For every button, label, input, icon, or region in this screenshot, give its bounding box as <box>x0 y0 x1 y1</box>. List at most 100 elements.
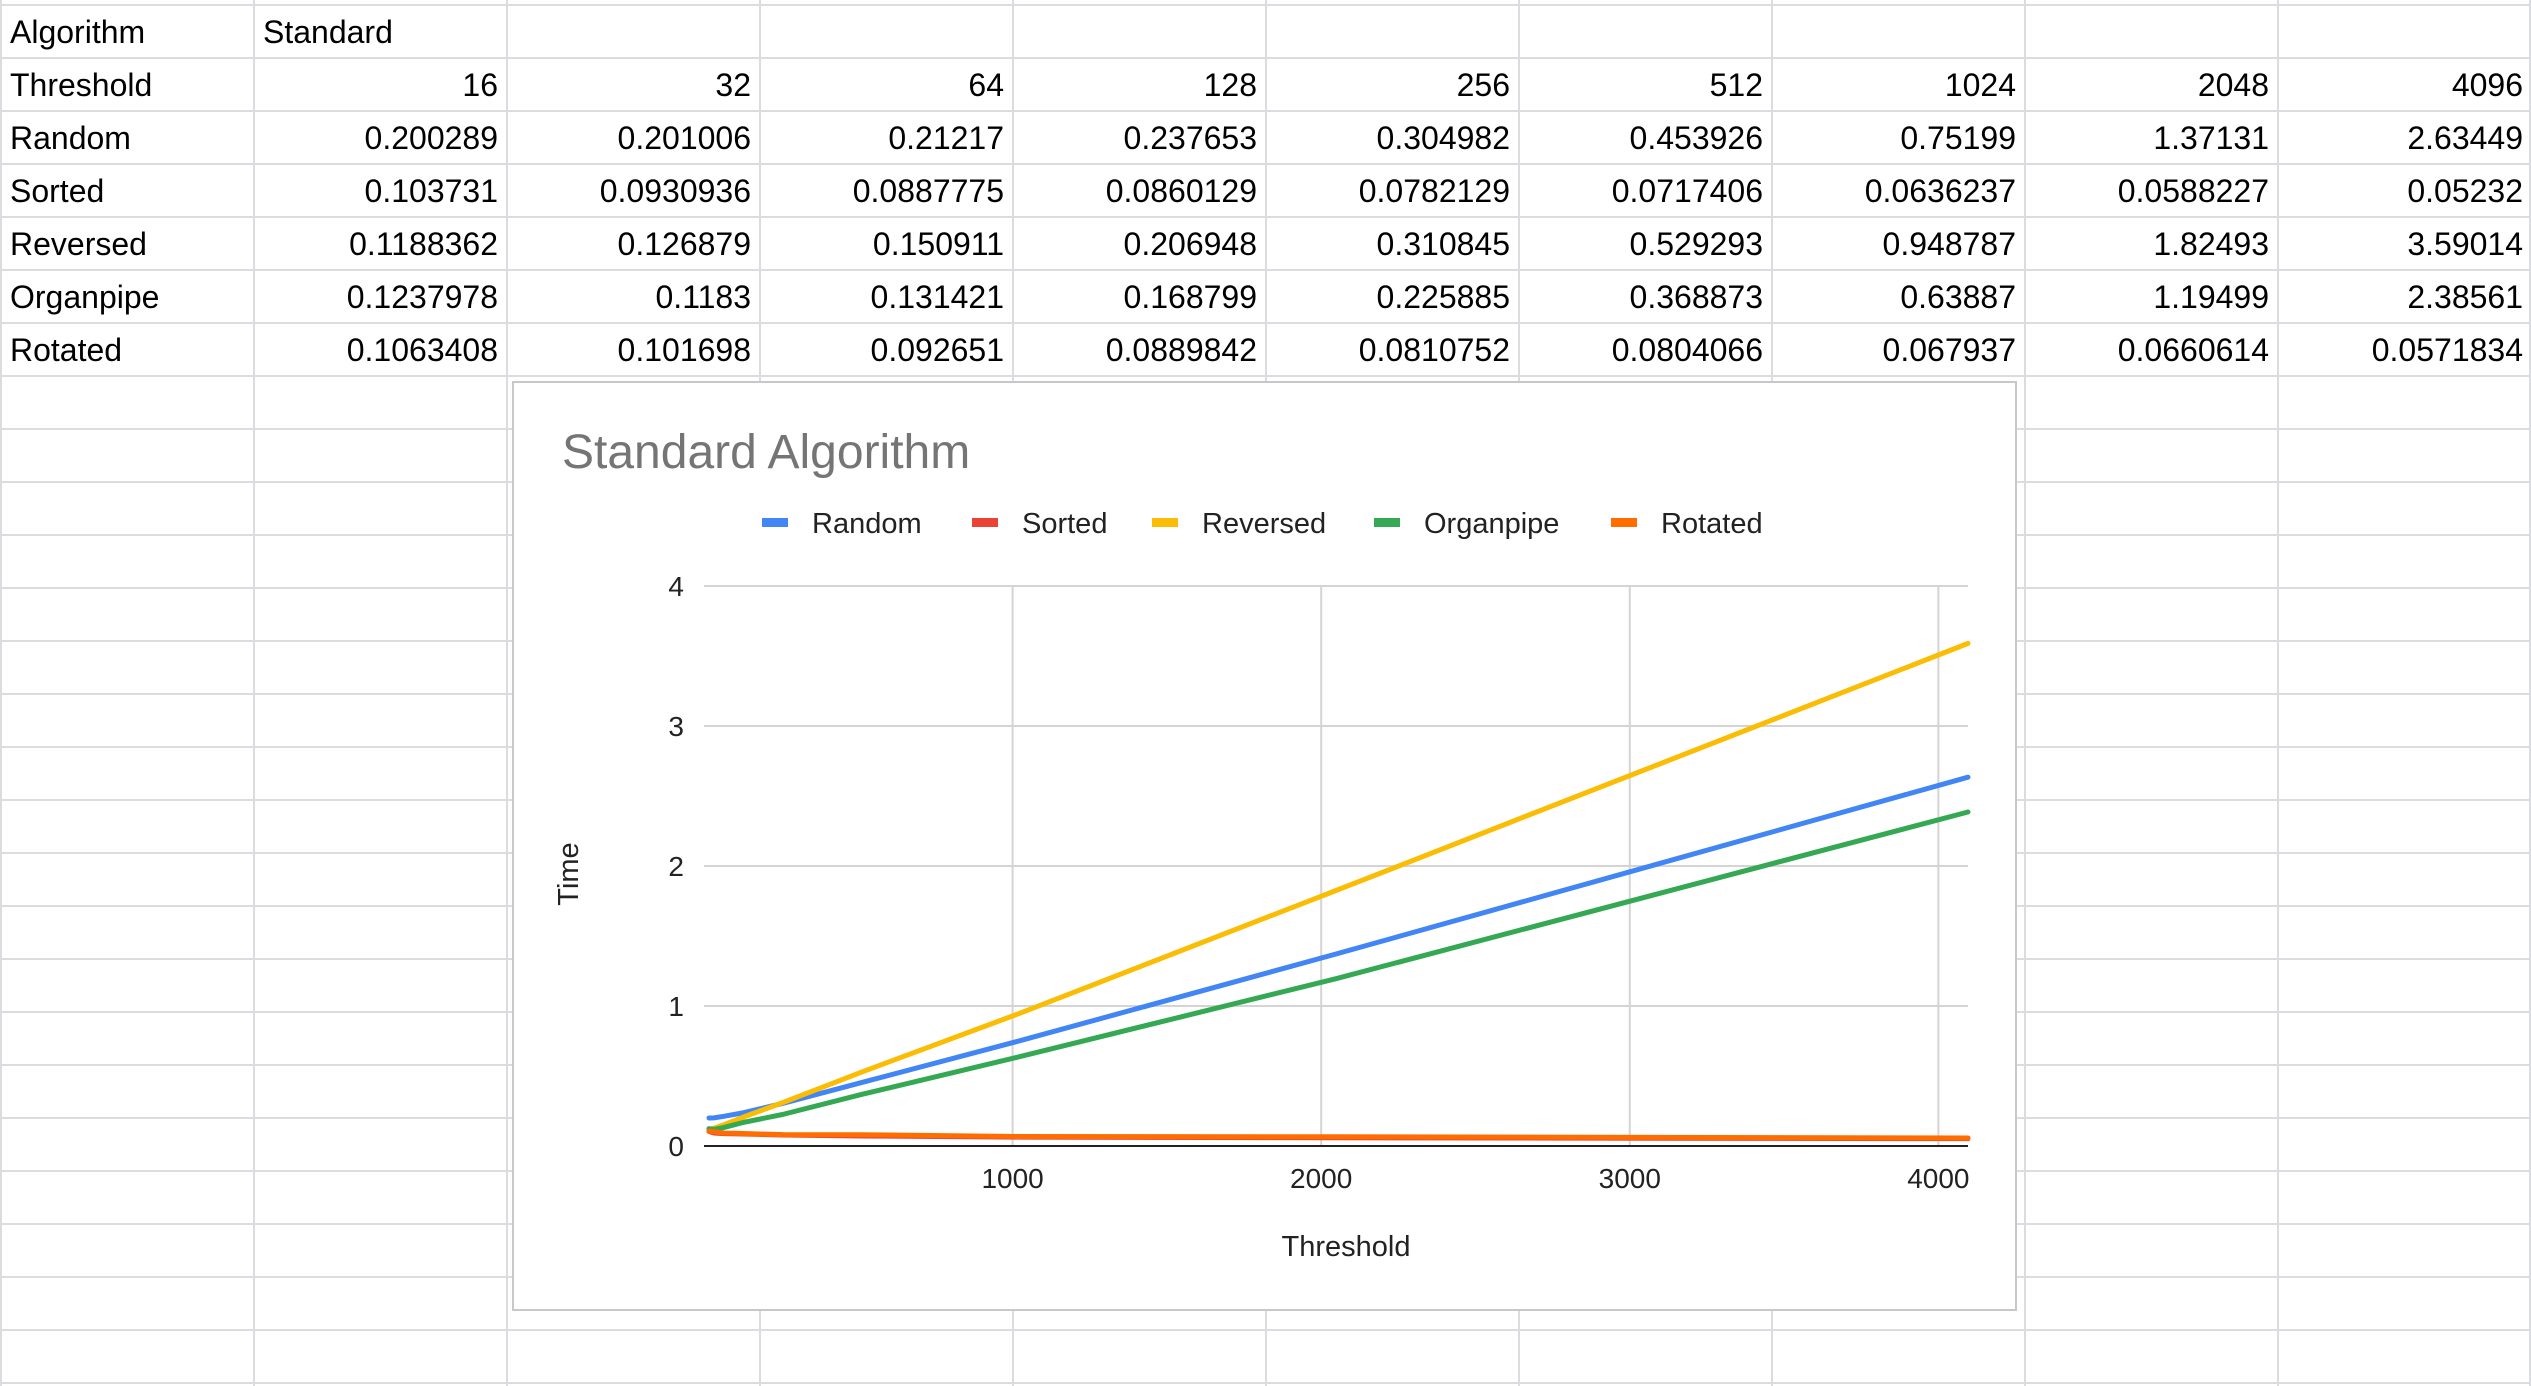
cell-r7-c6[interactable]: 0.0810752 <box>1358 332 1510 368</box>
cell-r5-c1[interactable]: Reversed <box>10 226 147 262</box>
cell-r1-c4[interactable] <box>759 6 1012 59</box>
y-tick-label: 0 <box>668 1131 684 1162</box>
cell-r7-c1[interactable]: Rotated <box>10 332 123 368</box>
legend-swatch-random <box>762 518 788 527</box>
cell-r7-c4[interactable]: 0.092651 <box>870 332 1004 368</box>
cell-r3-c2[interactable]: 0.200289 <box>364 120 498 156</box>
cell-r1-c7[interactable] <box>1518 6 1771 59</box>
cell-r1-c2[interactable]: Standard <box>263 14 393 50</box>
cell-r6-c5[interactable]: 0.168799 <box>1123 279 1257 315</box>
cell-r7-c2[interactable]: 0.1063408 <box>346 332 498 368</box>
cell-r2-c1[interactable]: Threshold <box>10 67 153 103</box>
cell-r3-c1[interactable]: Random <box>10 120 131 156</box>
cell-r3-c8[interactable]: 0.75199 <box>1900 120 2016 156</box>
cell-r2-c7[interactable]: 512 <box>1709 67 1763 103</box>
cell-r7-c9[interactable]: 0.0660614 <box>2117 332 2269 368</box>
x-tick-label: 2000 <box>1290 1163 1352 1194</box>
legend-label-reversed: Reversed <box>1202 508 1326 540</box>
cell-r2-c4[interactable]: 64 <box>968 67 1004 103</box>
legend-swatch-rotated <box>1611 518 1637 527</box>
legend-label-random: Random <box>812 508 922 540</box>
cell-r5-c10[interactable]: 3.59014 <box>2407 226 2523 262</box>
legend-label-sorted: Sorted <box>1022 508 1107 540</box>
cell-r1-c3[interactable] <box>506 6 759 59</box>
cell-r3-c10[interactable]: 2.63449 <box>2407 120 2523 156</box>
grid-line-horizontal <box>0 1329 2531 1331</box>
series-line-organpipe <box>706 809 1971 1132</box>
cell-r5-c7[interactable]: 0.529293 <box>1629 226 1763 262</box>
cell-r7-c8[interactable]: 0.067937 <box>1882 332 2016 368</box>
y-axis-title: Time <box>553 842 585 905</box>
cell-r5-c8[interactable]: 0.948787 <box>1882 226 2016 262</box>
cell-r2-c9[interactable]: 2048 <box>2197 67 2269 103</box>
line-chart[interactable]: Standard Algorithm Random Sorted Reversed Or… <box>512 381 2017 1311</box>
cell-r7-c7[interactable]: 0.0804066 <box>1611 332 1763 368</box>
x-tick-label: 3000 <box>1599 1163 1661 1194</box>
cell-r5-c4[interactable]: 0.150911 <box>872 226 1004 262</box>
cell-r7-c3[interactable]: 0.101698 <box>617 332 751 368</box>
grid-line-horizontal <box>0 163 2531 165</box>
grid-line-horizontal <box>0 110 2531 112</box>
cell-r1-c1[interactable]: Algorithm <box>10 14 146 50</box>
series-line-reversed <box>706 640 1971 1132</box>
x-axis-title: Threshold <box>1282 1231 1411 1263</box>
cell-r6-c3[interactable]: 0.1183 <box>655 279 752 315</box>
cell-r1-c5[interactable] <box>1012 6 1265 59</box>
cell-r4-c3[interactable]: 0.0930936 <box>599 173 751 209</box>
cell-r1-c6[interactable] <box>1265 6 1518 59</box>
cell-r1-c8[interactable] <box>1771 6 2024 59</box>
cell-r3-c6[interactable]: 0.304982 <box>1376 120 1510 156</box>
cell-r6-c6[interactable]: 0.225885 <box>1376 279 1510 315</box>
cell-r5-c2[interactable]: 0.1188362 <box>349 226 498 262</box>
cell-r4-c9[interactable]: 0.0588227 <box>2117 173 2269 209</box>
cell-r4-c6[interactable]: 0.0782129 <box>1358 173 1510 209</box>
cell-r2-c10[interactable]: 4096 <box>2451 67 2523 103</box>
cell-r6-c2[interactable]: 0.1237978 <box>346 279 498 315</box>
x-tick-label: 4000 <box>1907 1163 1969 1194</box>
cell-r4-c5[interactable]: 0.0860129 <box>1105 173 1257 209</box>
y-tick-label: 4 <box>668 571 684 602</box>
cell-r3-c4[interactable]: 0.21217 <box>888 120 1004 156</box>
legend-label-rotated: Rotated <box>1661 508 1763 540</box>
legend-swatch-organpipe <box>1374 518 1400 527</box>
cell-r5-c9[interactable]: 1.82493 <box>2153 226 2269 262</box>
cell-r6-c8[interactable]: 0.63887 <box>1900 279 2016 315</box>
cell-r7-c10[interactable]: 0.0571834 <box>2371 332 2523 368</box>
cell-r5-c3[interactable]: 0.126879 <box>617 226 751 262</box>
cell-r4-c2[interactable]: 0.103731 <box>364 173 498 209</box>
grid-line-horizontal <box>0 1382 2531 1384</box>
cell-r5-c6[interactable]: 0.310845 <box>1376 226 1510 262</box>
cell-r2-c3[interactable]: 32 <box>715 67 751 103</box>
cell-r5-c5[interactable]: 0.206948 <box>1123 226 1257 262</box>
cell-r2-c6[interactable]: 256 <box>1456 67 1510 103</box>
legend-swatch-reversed <box>1152 518 1178 527</box>
cell-r6-c7[interactable]: 0.368873 <box>1629 279 1763 315</box>
cell-r7-c5[interactable]: 0.0889842 <box>1105 332 1257 368</box>
grid-line-horizontal <box>0 216 2531 218</box>
cell-r4-c4[interactable]: 0.0887775 <box>852 173 1004 209</box>
grid-line-horizontal <box>0 322 2531 324</box>
cell-r4-c10[interactable]: 0.05232 <box>2407 173 2523 209</box>
y-tick-label: 1 <box>668 991 684 1022</box>
legend-swatch-sorted <box>972 518 998 527</box>
cell-r3-c3[interactable]: 0.201006 <box>617 120 751 156</box>
cell-r2-c5[interactable]: 128 <box>1203 67 1257 103</box>
cell-r4-c1[interactable]: Sorted <box>10 173 105 209</box>
cell-r1-c9[interactable] <box>2024 6 2277 59</box>
cell-r3-c7[interactable]: 0.453926 <box>1629 120 1763 156</box>
cell-r3-c5[interactable]: 0.237653 <box>1123 120 1257 156</box>
cell-r2-c8[interactable]: 1024 <box>1944 67 2016 103</box>
chart-title: Standard Algorithm <box>562 426 970 479</box>
cell-r4-c7[interactable]: 0.0717406 <box>1611 173 1763 209</box>
cell-r4-c8[interactable]: 0.0636237 <box>1864 173 2016 209</box>
cell-r6-c4[interactable]: 0.131421 <box>870 279 1004 315</box>
cell-r1-c10[interactable] <box>2277 6 2531 59</box>
cell-r6-c10[interactable]: 2.38561 <box>2407 279 2523 315</box>
y-tick-label: 2 <box>668 851 684 882</box>
cell-r3-c9[interactable]: 1.37131 <box>2153 120 2269 156</box>
cell-r6-c1[interactable]: Organpipe <box>10 279 160 315</box>
y-tick-label: 3 <box>668 711 684 742</box>
series-line-rotated <box>706 1128 1971 1141</box>
cell-r2-c2[interactable]: 16 <box>462 67 498 103</box>
cell-r6-c9[interactable]: 1.19499 <box>2153 279 2269 315</box>
